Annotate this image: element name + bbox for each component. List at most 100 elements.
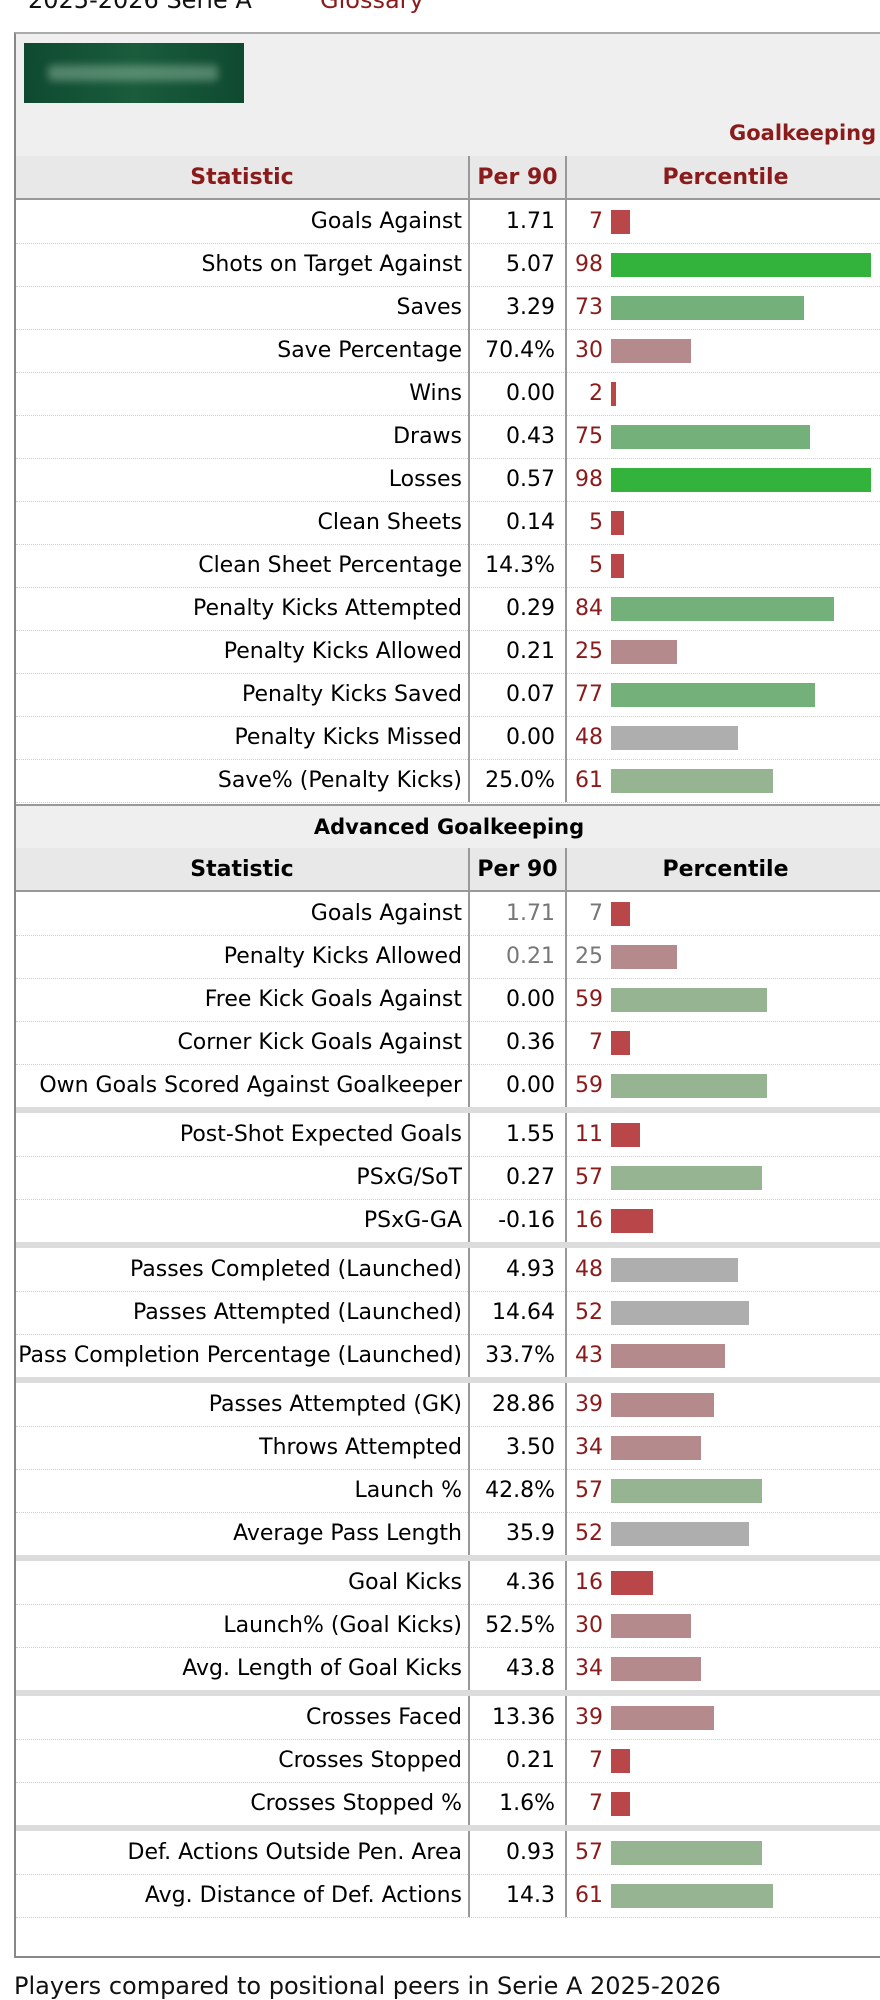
stat-name[interactable]: Average Pass Length [233,1521,462,1546]
percentile-value: 7 [589,901,603,926]
header-per90[interactable]: Per 90 [468,156,565,198]
per90-value: 14.3% [468,544,563,587]
header-per90[interactable]: Per 90 [468,848,565,890]
per90-value: 1.71 [468,200,563,243]
glossary-link[interactable]: Glossary [320,0,424,14]
percentile-value: 30 [575,338,603,363]
stat-name[interactable]: Penalty Kicks Missed [234,725,462,750]
percentile-bar [611,640,677,664]
percentile-cell: 75 [565,415,880,458]
per90-value: 0.14 [468,501,563,544]
per90-value: 5.07 [468,243,563,286]
stat-name[interactable]: Save% (Penalty Kicks) [217,768,462,793]
per90-value: 0.21 [468,630,563,673]
stat-name[interactable]: PSxG/SoT [356,1165,462,1190]
stat-name[interactable]: Avg. Distance of Def. Actions [144,1883,462,1908]
table-row: Avg. Length of Goal Kicks 43.8 34 [16,1647,880,1691]
percentile-value: 34 [575,1656,603,1681]
stat-name[interactable]: Def. Actions Outside Pen. Area [127,1840,463,1865]
stat-name[interactable]: Shots on Target Against [201,252,462,277]
stat-name[interactable]: Draws [393,424,462,449]
table-row: Launch% (Goal Kicks) 52.5% 30 [16,1604,880,1648]
table-row: Throws Attempted 3.50 34 [16,1426,880,1470]
percentile-bar [611,511,624,535]
header-statistic[interactable]: Statistic [190,857,294,882]
percentile-bar [611,1393,714,1417]
percentile-value: 34 [575,1435,603,1460]
percentile-cell: 57 [565,1831,880,1874]
table-row: Crosses Stopped % 1.6% 7 [16,1782,880,1826]
stat-name[interactable]: Throws Attempted [259,1435,462,1460]
percentile-value: 59 [575,987,603,1012]
header-statistic[interactable]: Statistic [190,165,294,190]
stat-name[interactable]: Goals Against [310,901,462,926]
per90-value: 43.8 [468,1647,563,1690]
stat-name[interactable]: Clean Sheet Percentage [198,553,462,578]
stat-name[interactable]: Crosses Faced [305,1705,462,1730]
stat-name[interactable]: Penalty Kicks Allowed [223,639,462,664]
percentile-value: 59 [575,1073,603,1098]
percentile-cell: 84 [565,587,880,630]
percentile-bar [611,425,810,449]
table-row: Clean Sheets 0.14 5 [16,501,880,545]
section-title-goalkeeping: Goalkeeping [16,114,880,158]
stat-name[interactable]: Post-Shot Expected Goals [179,1122,462,1147]
stat-name[interactable]: Crosses Stopped % [250,1791,462,1816]
per90-value: 0.07 [468,673,563,716]
stat-name[interactable]: Passes Attempted (Launched) [133,1300,462,1325]
per90-value: 0.57 [468,458,563,501]
stat-name[interactable]: Passes Attempted (GK) [208,1392,462,1417]
percentile-bar [611,1074,767,1098]
stat-name[interactable]: Penalty Kicks Attempted [193,596,462,621]
stat-name[interactable]: PSxG-GA [363,1208,462,1233]
stat-name[interactable]: Wins [409,381,462,406]
per90-value: 42.8% [468,1469,563,1512]
stat-name[interactable]: Launch% (Goal Kicks) [223,1613,462,1638]
panel-header [16,34,880,115]
header-percentile[interactable]: Percentile [565,848,880,890]
table-row: Losses 0.57 98 [16,458,880,502]
stat-name[interactable]: Penalty Kicks Saved [242,682,462,707]
per90-value: 1.71 [468,892,563,935]
table-row: Shots on Target Against 5.07 98 [16,243,880,287]
percentile-cell: 73 [565,286,880,329]
table-row: Free Kick Goals Against 0.00 59 [16,978,880,1022]
percentile-cell: 98 [565,458,880,501]
stat-name[interactable]: Crosses Stopped [278,1748,462,1773]
per90-value: 0.21 [468,935,563,978]
stat-name[interactable]: Goals Against [310,209,462,234]
stat-name[interactable]: Penalty Kicks Allowed [223,944,462,969]
stat-name[interactable]: Own Goals Scored Against Goalkeeper [39,1073,462,1098]
table-row: Save% (Penalty Kicks) 25.0% 61 [16,759,880,803]
percentile-value: 7 [589,1748,603,1773]
percentile-cell: 43 [565,1334,880,1377]
stat-name[interactable]: Avg. Length of Goal Kicks [182,1656,462,1681]
percentile-bar [611,1258,738,1282]
percentile-cell: 59 [565,978,880,1021]
stat-name[interactable]: Pass Completion Percentage (Launched) [18,1343,462,1368]
per90-value: 70.4% [468,329,563,372]
percentile-value: 43 [575,1343,603,1368]
advanced-table-header: Statistic Per 90 Percentile [16,848,880,892]
table-row: Draws 0.43 75 [16,415,880,459]
percentile-cell: 5 [565,544,880,587]
stat-name[interactable]: Free Kick Goals Against [204,987,462,1012]
table-row: PSxG/SoT 0.27 57 [16,1156,880,1200]
stat-name[interactable]: Saves [396,295,462,320]
percentile-bar [611,1657,701,1681]
stat-name[interactable]: Corner Kick Goals Against [177,1030,462,1055]
stat-name[interactable]: Save Percentage [277,338,462,363]
percentile-value: 16 [575,1208,603,1233]
percentile-bar [611,1706,714,1730]
per90-value: 1.55 [468,1113,563,1156]
percentile-value: 52 [575,1521,603,1546]
header-percentile[interactable]: Percentile [565,156,880,198]
stat-name[interactable]: Passes Completed (Launched) [130,1257,462,1282]
stat-name[interactable]: Losses [388,467,462,492]
table-row: Own Goals Scored Against Goalkeeper 0.00 5… [16,1064,880,1108]
stat-name[interactable]: Goal Kicks [348,1570,462,1595]
stat-name[interactable]: Launch % [354,1478,462,1503]
percentile-value: 48 [575,1257,603,1282]
stat-name[interactable]: Clean Sheets [317,510,463,535]
percentile-value: 57 [575,1840,603,1865]
